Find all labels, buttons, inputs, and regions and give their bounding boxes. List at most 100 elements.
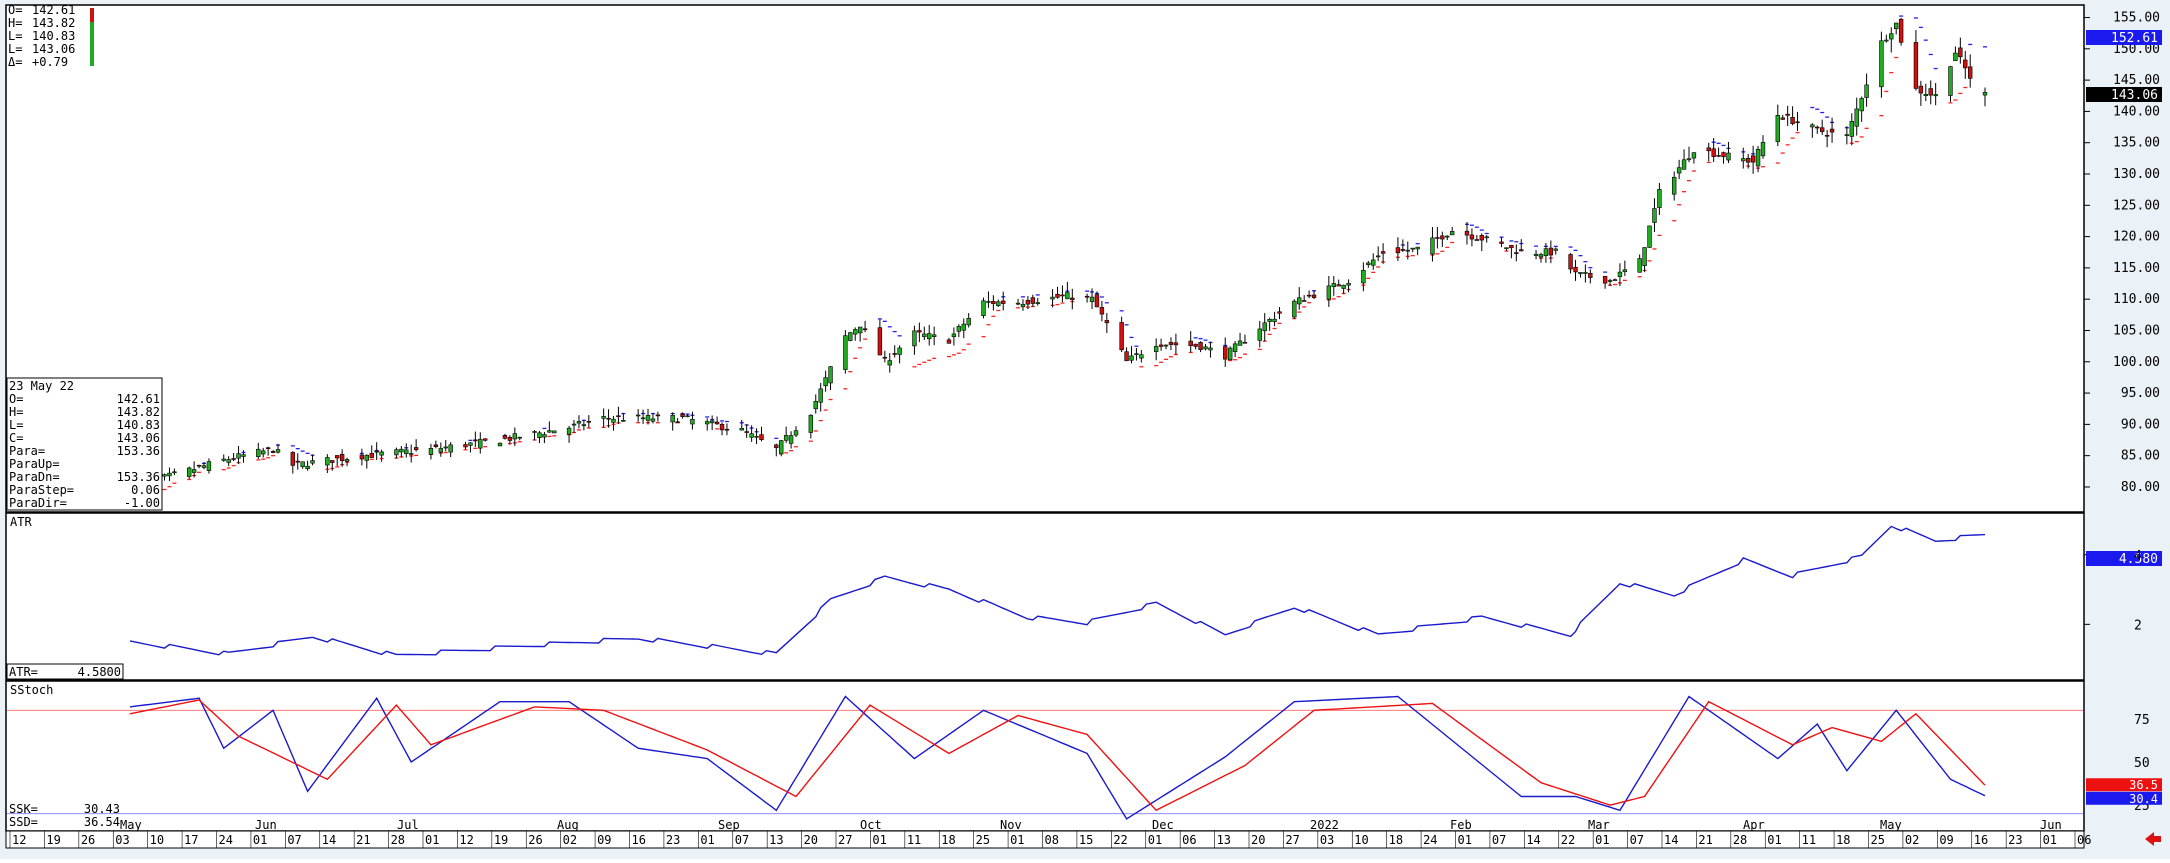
- atr-readout-value: 4.5800: [78, 665, 121, 679]
- candle-body: [828, 366, 833, 384]
- price-tick-label: 135.00: [2113, 136, 2160, 151]
- candle-body: [981, 300, 986, 316]
- candle-body: [1622, 269, 1628, 273]
- candle-body: [300, 461, 305, 467]
- candle-body: [1568, 254, 1573, 270]
- date-label: 25: [976, 833, 990, 847]
- candle-body: [813, 401, 818, 410]
- candle-body: [1015, 302, 1021, 305]
- stoch-panel[interactable]: [5, 680, 2085, 832]
- candle-body: [1918, 85, 1924, 94]
- candle-body: [996, 301, 1001, 307]
- month-label: May: [1880, 818, 1902, 832]
- info-value: 153.36: [117, 470, 160, 484]
- candle-body: [330, 460, 335, 463]
- candle-body: [256, 448, 261, 458]
- candle-body: [1297, 297, 1302, 305]
- price-badges: 152.61 143.06: [2086, 30, 2162, 103]
- candle-body: [951, 333, 957, 338]
- candle-body: [448, 444, 453, 453]
- candle-body: [1380, 251, 1386, 254]
- candle-body: [379, 451, 384, 456]
- date-label: 03: [115, 833, 129, 847]
- date-label: 01: [872, 833, 886, 847]
- date-label: 01: [2043, 833, 2057, 847]
- candle-body: [1025, 300, 1031, 305]
- date-label: 03: [1320, 833, 1334, 847]
- info-label: H=: [9, 405, 23, 419]
- candle-body: [1780, 117, 1785, 120]
- candle-body: [1331, 283, 1336, 287]
- ssk-badge: 30.4: [2129, 792, 2158, 806]
- date-label: 10: [1354, 833, 1368, 847]
- candle-body: [507, 437, 513, 441]
- date-label: 16: [632, 833, 646, 847]
- stoch-title: SStoch: [10, 683, 53, 697]
- price-tick-label: 110.00: [2113, 292, 2160, 307]
- candle-body: [221, 458, 226, 461]
- candle-body: [1361, 269, 1366, 284]
- price-tick-label: 95.00: [2121, 386, 2160, 401]
- candle-body: [724, 428, 730, 431]
- candle-body: [1104, 320, 1110, 324]
- atr-panel[interactable]: [5, 512, 2085, 681]
- date-label: 14: [1664, 833, 1678, 847]
- date-label: 14: [322, 833, 336, 847]
- date-label: 11: [907, 833, 921, 847]
- candle-body: [991, 301, 996, 304]
- candle-body: [1681, 159, 1687, 170]
- candle-body: [1474, 239, 1480, 241]
- candle-body: [265, 447, 271, 450]
- candle-body: [956, 326, 962, 332]
- info-label: L=: [9, 418, 23, 432]
- candle-body: [912, 330, 917, 347]
- candle-body: [167, 472, 172, 477]
- candle-body: [1262, 322, 1267, 332]
- candle-body: [532, 431, 537, 433]
- candle-body: [1844, 134, 1850, 136]
- candle-body: [547, 430, 552, 433]
- stoch-reference-lines: [7, 709, 2083, 815]
- candle-body: [1272, 318, 1277, 323]
- candle-body: [877, 327, 883, 356]
- candle-body: [1050, 296, 1055, 300]
- date-label: 26: [528, 833, 542, 847]
- candle-body: [1657, 189, 1662, 208]
- candle-body: [576, 421, 582, 424]
- candle-body: [483, 438, 488, 441]
- info-value: 143.82: [117, 405, 160, 419]
- price-tick-label: 125.00: [2113, 198, 2160, 213]
- candle-body: [1001, 300, 1006, 304]
- info-value: -1.00: [124, 496, 160, 510]
- candle-body: [1395, 247, 1401, 254]
- candle-body: [685, 415, 690, 418]
- candle-body: [1479, 235, 1484, 241]
- scroll-left-arrow-icon[interactable]: [2143, 829, 2163, 849]
- candle-body: [1607, 280, 1613, 282]
- info-value: 153.36: [117, 444, 160, 458]
- candle-body: [621, 420, 626, 422]
- candle-body: [857, 326, 863, 334]
- ohlc-label-l: L=: [8, 29, 22, 43]
- candle-body: [848, 332, 853, 341]
- candle-body: [1854, 108, 1859, 127]
- price-tick-label: 145.00: [2113, 73, 2160, 88]
- candle-body: [443, 446, 448, 449]
- price-tick-label: 105.00: [2113, 323, 2160, 338]
- price-panel[interactable]: [5, 4, 2085, 513]
- candle-body: [986, 301, 991, 303]
- candle-body: [1514, 252, 1519, 254]
- candle-body: [1711, 148, 1716, 157]
- candle-body: [1292, 300, 1297, 318]
- candle-body: [1785, 113, 1790, 116]
- candle-body: [1400, 249, 1406, 251]
- date-label: 20: [1251, 833, 1265, 847]
- ohlc-value-c: 143.06: [32, 42, 75, 56]
- candle-body: [275, 449, 281, 453]
- candle-body: [374, 450, 379, 453]
- ssk-line: [129, 695, 1986, 820]
- month-label: Dec: [1152, 818, 1174, 832]
- date-label: 09: [597, 833, 611, 847]
- candle-body: [1958, 47, 1963, 58]
